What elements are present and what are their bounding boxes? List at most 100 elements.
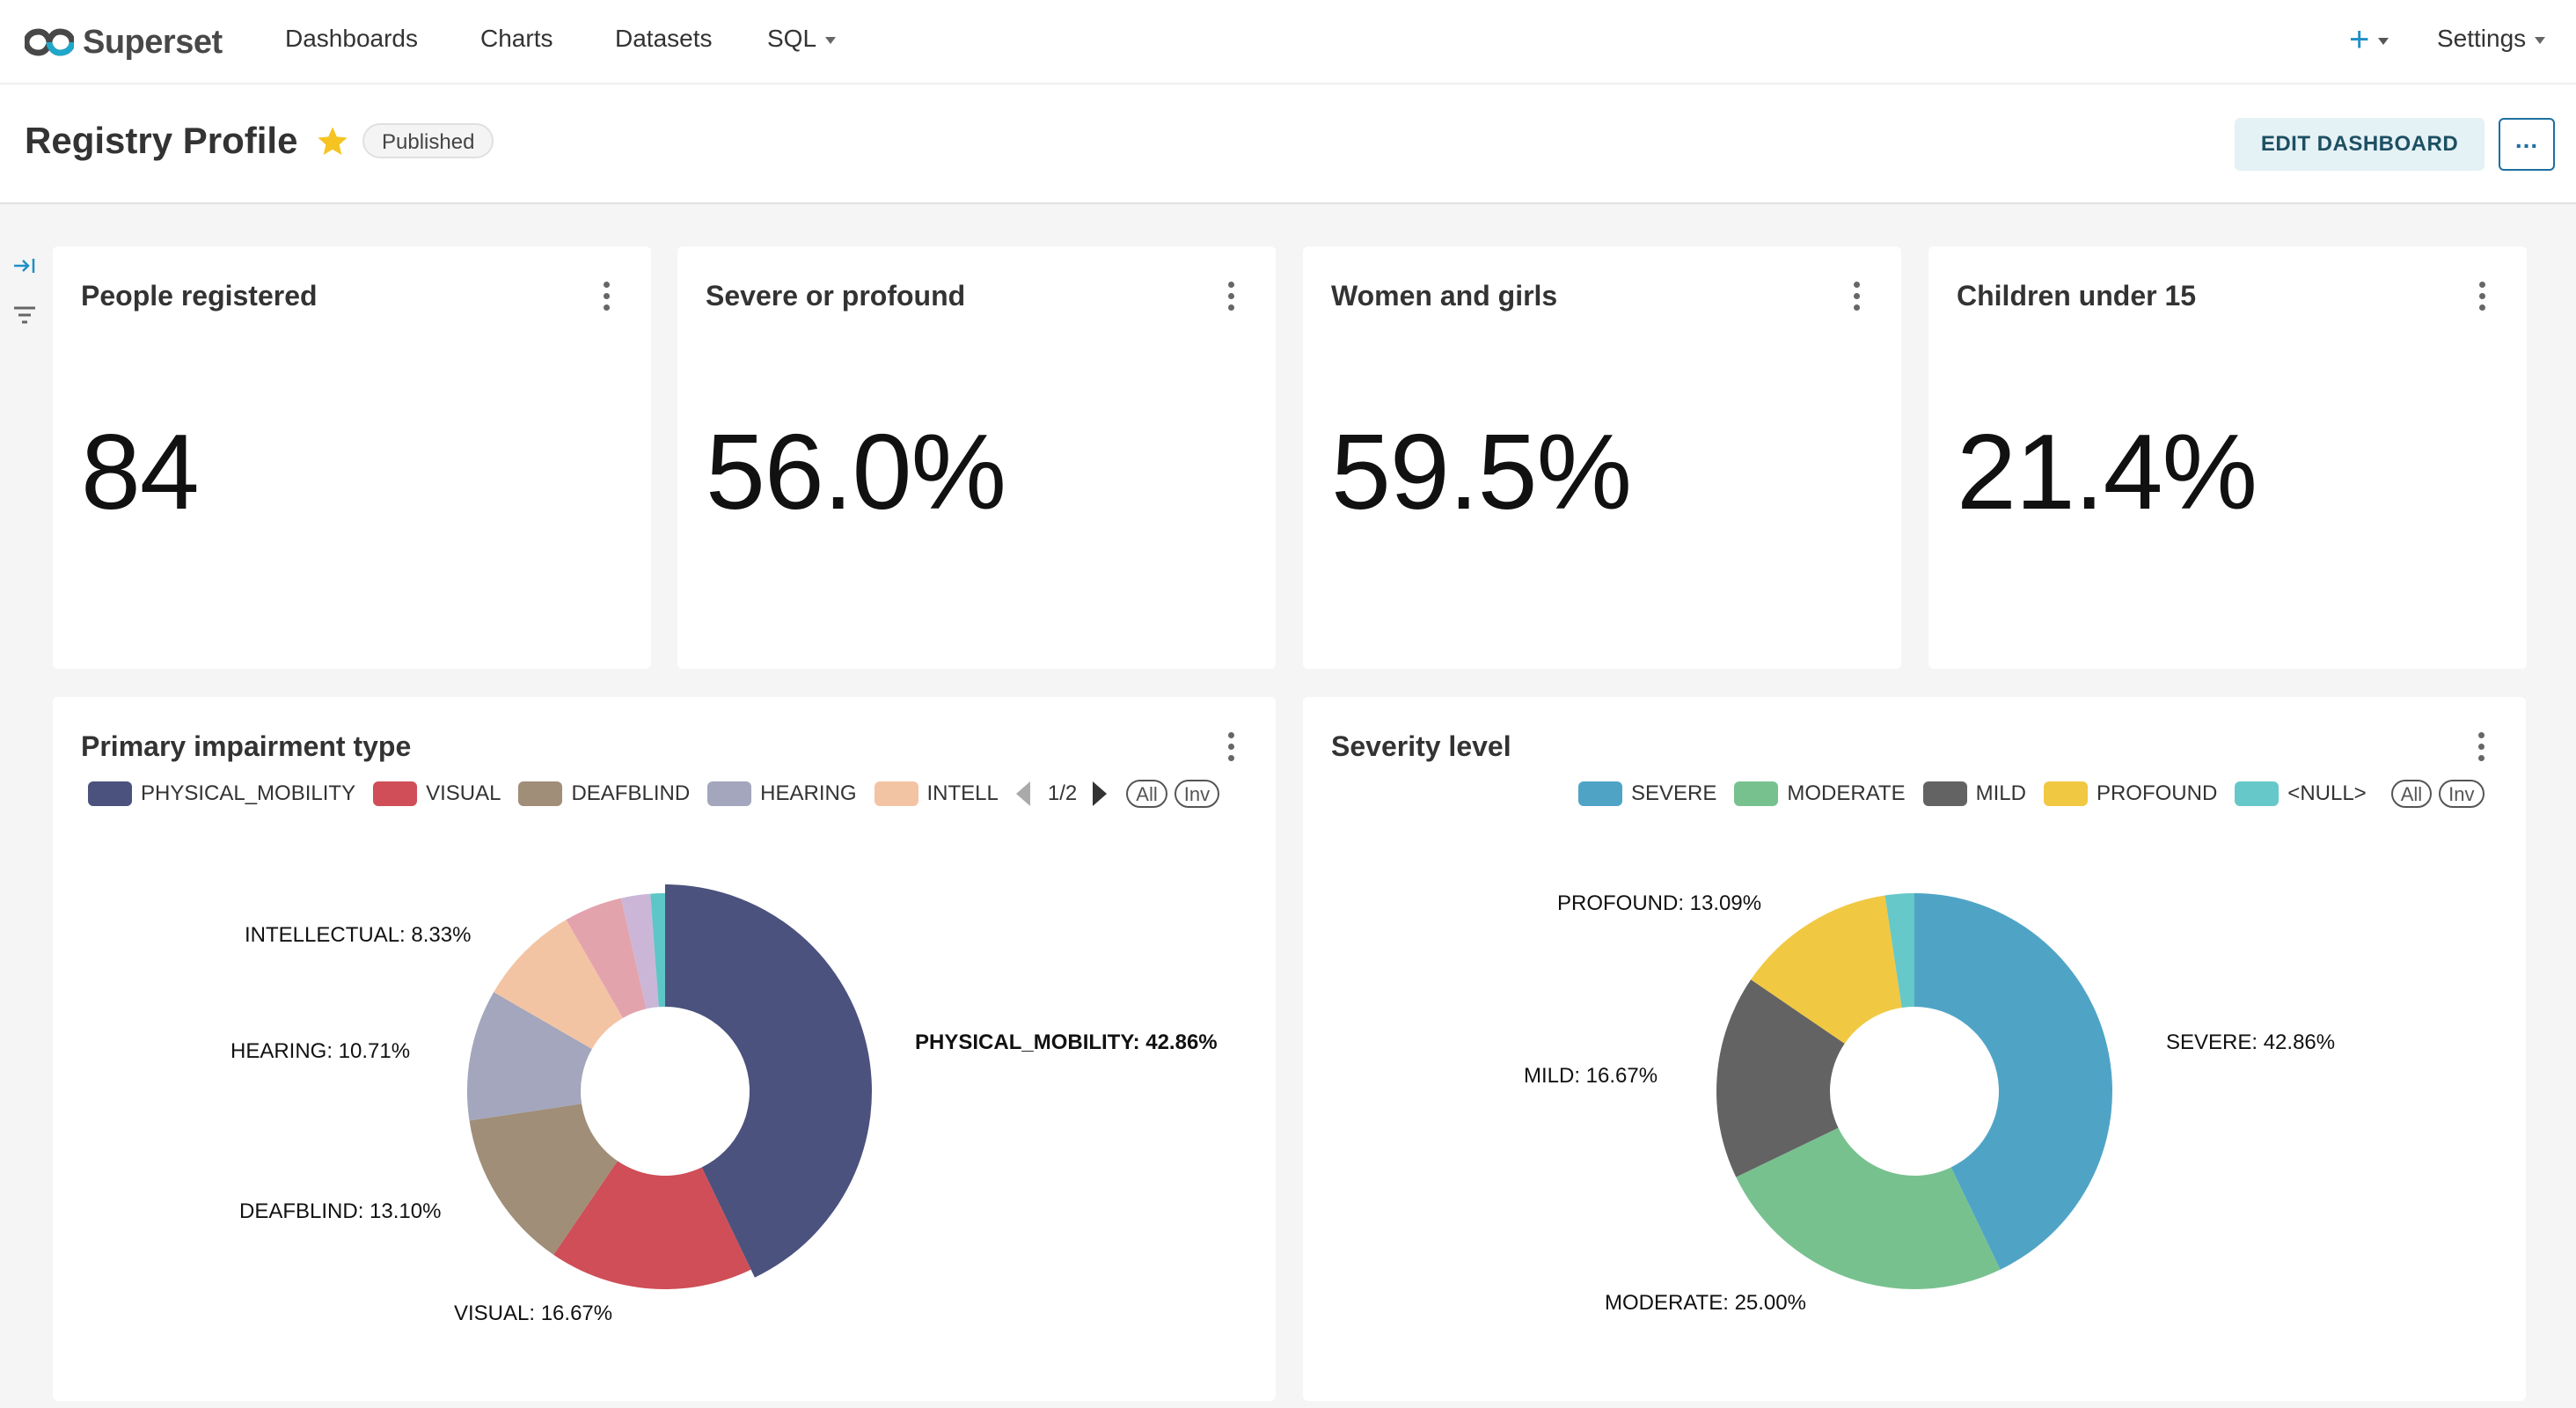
plus-icon: + (2349, 20, 2370, 59)
legend-swatch (2043, 781, 2088, 806)
legend-swatch (1734, 781, 1779, 806)
legend-label: SEVERE (1631, 781, 1717, 805)
dashboard-header: Registry Profile Published EDIT DASHBOAR… (0, 84, 2576, 204)
pie-slice-severe[interactable] (1914, 893, 2112, 1270)
legend-invert-button[interactable]: Inv (2439, 780, 2485, 808)
kpi-card-people-registered: People registered 84 (53, 246, 651, 669)
settings-menu[interactable]: Settings (2437, 25, 2546, 53)
settings-label: Settings (2437, 25, 2527, 52)
legend-label: INTELL (926, 781, 999, 805)
legend-label: MILD (1975, 781, 2026, 805)
kebab-menu-icon[interactable] (1228, 282, 1235, 313)
kpi-card-severe-profound: Severe or profound 56.0% (677, 246, 1276, 669)
legend-label: PROFOUND (2096, 781, 2218, 805)
legend-select-all-button[interactable]: All (2390, 780, 2433, 808)
pie-slice-other-5[interactable] (566, 898, 647, 1018)
add-new-button[interactable]: + (2349, 18, 2389, 62)
card-title: People registered (81, 280, 318, 312)
chart-title: Severity level (1331, 730, 1511, 762)
card-title: Children under 15 (1957, 280, 2197, 312)
pie-slice-moderate[interactable] (1736, 1127, 2001, 1289)
kebab-menu-icon[interactable] (604, 282, 611, 313)
filter-icon[interactable] (12, 304, 37, 326)
kebab-menu-icon[interactable] (2478, 732, 2485, 764)
legend-invert-button[interactable]: Inv (1174, 780, 1220, 808)
kpi-card-children-under-15: Children under 15 21.4% (1928, 246, 2527, 669)
expand-filters-icon[interactable] (12, 255, 37, 276)
nav-dashboards[interactable]: Dashboards (285, 25, 418, 52)
pie-slice-deafblind[interactable] (469, 1104, 618, 1255)
more-options-button[interactable]: ... (2499, 118, 2555, 171)
pie-slice-other-6[interactable] (620, 893, 659, 1009)
chevron-down-icon (2378, 38, 2389, 46)
legend-swatch (874, 781, 918, 806)
pie-slice-visual[interactable] (553, 1161, 751, 1289)
legend-label: DEAFBLIND (571, 781, 691, 805)
legend-item[interactable]: DEAFBLIND (518, 781, 690, 806)
legend-label: HEARING (760, 781, 857, 805)
card-title: Severe or profound (706, 280, 966, 312)
legend-swatch (1922, 781, 1967, 806)
brand-name: Superset (83, 23, 223, 61)
top-navbar: Superset Dashboards Charts Datasets SQL … (0, 0, 2576, 84)
legend-item[interactable]: MODERATE (1734, 781, 1906, 806)
big-number-value: 21.4% (1957, 412, 2258, 532)
legend-primary-impairment: PHYSICAL_MOBILITY VISUAL DEAFBLIND HEARI… (88, 776, 1220, 811)
legend-swatch (1578, 781, 1622, 806)
pie-slice-mild[interactable] (1716, 979, 1845, 1177)
chevron-down-icon (2535, 36, 2546, 44)
kebab-menu-icon[interactable] (1228, 732, 1235, 764)
card-title: Women and girls (1331, 280, 1558, 312)
pie-slice-profound[interactable] (1751, 895, 1902, 1044)
chevron-down-icon (825, 36, 837, 44)
dashboard-title[interactable]: Registry Profile (25, 120, 298, 161)
favorite-star-icon[interactable] (315, 124, 350, 159)
legend-select-all-button[interactable]: All (1126, 780, 1167, 808)
kebab-menu-icon[interactable] (1854, 282, 1861, 313)
legend-item[interactable]: <NULL> (2235, 781, 2367, 806)
nav-datasets[interactable]: Datasets (615, 25, 713, 52)
chart-title: Primary impairment type (81, 730, 412, 762)
legend-label: MODERATE (1787, 781, 1906, 805)
pie-slice-physical-mobility[interactable] (665, 884, 873, 1278)
nav-charts[interactable]: Charts (480, 25, 553, 52)
superset-logo[interactable]: Superset (25, 16, 223, 69)
slice-label: VISUAL: 16.67% (454, 1302, 612, 1325)
legend-next-page-icon[interactable] (1093, 781, 1108, 806)
kebab-menu-icon[interactable] (2479, 282, 2486, 313)
legend-swatch (2235, 781, 2280, 806)
pie-slice-other-7[interactable] (650, 893, 665, 1008)
legend-item[interactable]: PHYSICAL_MOBILITY (88, 781, 355, 806)
legend-swatch (707, 781, 752, 806)
legend-label: PHYSICAL_MOBILITY (141, 781, 356, 805)
slice-label: INTELLECTUAL: 8.33% (245, 923, 471, 947)
legend-item[interactable]: SEVERE (1578, 781, 1716, 806)
slice-label: MILD: 16.67% (1524, 1064, 1658, 1088)
slice-label: PROFOUND: 13.09% (1557, 891, 1761, 915)
pie-slice-null[interactable] (1884, 893, 1914, 1008)
legend-prev-page-icon[interactable] (1015, 781, 1030, 806)
slice-label: MODERATE: 25.00% (1605, 1291, 1806, 1315)
slice-label: HEARING: 10.71% (231, 1039, 410, 1063)
pie-slice-hearing[interactable] (467, 992, 592, 1121)
legend-swatch (373, 781, 418, 806)
legend-label: VISUAL (426, 781, 501, 805)
legend-item[interactable]: HEARING (707, 781, 857, 806)
slice-label: DEAFBLIND: 13.10% (239, 1199, 441, 1223)
slice-label: PHYSICAL_MOBILITY: 42.86% (915, 1030, 1218, 1054)
legend-item[interactable]: MILD (1922, 781, 2026, 806)
pie-slice-intellectual[interactable] (494, 920, 624, 1049)
legend-swatch (88, 781, 132, 806)
legend-item[interactable]: VISUAL (373, 781, 501, 806)
slice-label: SEVERE: 42.86% (2166, 1030, 2335, 1054)
legend-severity-level: SEVERE MODERATE MILD PROFOUND <NULL> All… (1578, 776, 2485, 811)
big-number-value: 84 (81, 412, 200, 532)
legend-swatch (518, 781, 563, 806)
status-badge[interactable]: Published (362, 123, 494, 158)
legend-item[interactable]: INTELL (874, 781, 999, 806)
nav-sql[interactable]: SQL (767, 25, 837, 53)
superset-logo-icon (25, 28, 74, 56)
legend-item[interactable]: PROFOUND (2043, 781, 2218, 806)
edit-dashboard-button[interactable]: EDIT DASHBOARD (2235, 118, 2485, 171)
